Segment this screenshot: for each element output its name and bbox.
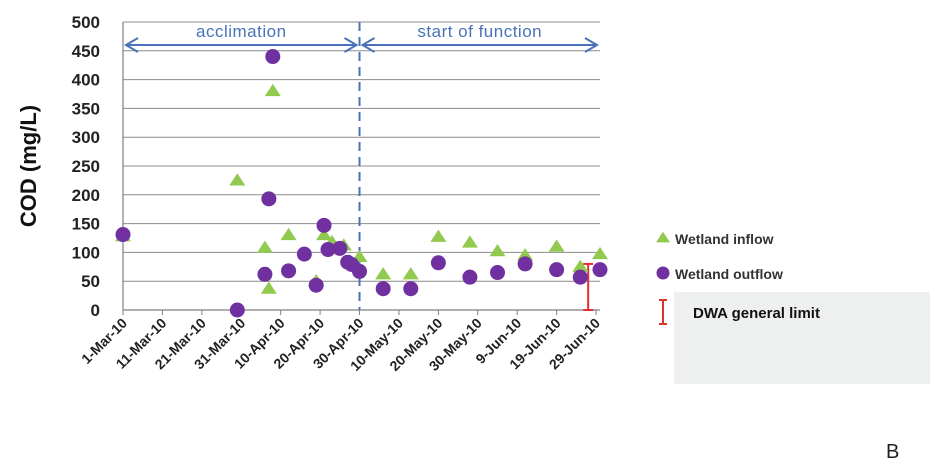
legend-inflow-label: Wetland inflow bbox=[675, 231, 774, 247]
outflow-point bbox=[462, 269, 478, 285]
phase-arrowhead-left bbox=[124, 37, 139, 53]
y-tick-label: 50 bbox=[81, 272, 100, 291]
inflow-point bbox=[461, 235, 478, 248]
inflow-point bbox=[402, 267, 419, 280]
inflow-point bbox=[430, 229, 447, 242]
y-tick-label: 100 bbox=[72, 243, 100, 262]
outflow-point bbox=[308, 277, 324, 293]
outflow-point bbox=[261, 191, 277, 207]
inflow-point bbox=[316, 227, 333, 241]
outflow-point bbox=[265, 49, 281, 65]
y-tick-label: 200 bbox=[72, 186, 100, 205]
inflow-point bbox=[229, 173, 246, 186]
phase-label-1: start of function bbox=[417, 22, 542, 41]
axes: 0 50 100 150 200 250 300 350 400 450 500 COD (mg/L)… bbox=[16, 13, 603, 374]
data-points bbox=[115, 49, 608, 318]
y-tick-label: 450 bbox=[72, 42, 100, 61]
phase-arrowhead-right bbox=[344, 37, 359, 53]
outflow-point bbox=[316, 217, 332, 233]
legend-inflow-marker bbox=[656, 231, 670, 243]
legend: Wetland inflow Wetland outflow DWA general… bbox=[656, 231, 930, 460]
legend-outflow-label: Wetland outflow bbox=[675, 266, 783, 282]
inflow-point bbox=[256, 240, 273, 253]
outflow-point bbox=[332, 240, 348, 256]
outflow-point bbox=[296, 246, 312, 262]
panel-label: B bbox=[886, 441, 899, 460]
y-tick-label: 350 bbox=[72, 99, 100, 118]
inflow-point bbox=[375, 267, 392, 280]
phase-label-0: acclimation bbox=[196, 22, 287, 41]
outflow-point bbox=[352, 263, 368, 279]
outflow-point bbox=[257, 266, 273, 282]
inflow-point bbox=[517, 248, 534, 261]
y-tick-label: 0 bbox=[91, 301, 100, 320]
gridlines bbox=[123, 21, 600, 282]
outflow-point bbox=[375, 281, 391, 297]
outflow-point bbox=[115, 227, 131, 243]
outflow-point bbox=[320, 242, 336, 258]
outflow-point bbox=[281, 263, 297, 279]
dwa-limit bbox=[583, 262, 594, 311]
y-tick-label: 150 bbox=[72, 215, 100, 234]
legend-outflow-marker bbox=[656, 266, 670, 280]
outflow-point bbox=[549, 262, 565, 278]
inflow-point bbox=[548, 239, 565, 252]
inflow-point bbox=[260, 281, 277, 294]
phase-arrowhead-right bbox=[584, 37, 599, 53]
inflow-point bbox=[572, 259, 589, 272]
outflow-point bbox=[403, 281, 419, 297]
outflow-point bbox=[517, 256, 533, 272]
dwa-limit-box bbox=[674, 292, 930, 384]
inflow-point bbox=[592, 246, 608, 260]
outflow-point bbox=[592, 262, 608, 278]
outflow-point bbox=[430, 255, 446, 271]
legend-limit-label: DWA general limit bbox=[693, 305, 820, 322]
outflow-point bbox=[229, 302, 245, 318]
inflow-point bbox=[264, 83, 281, 97]
inflow-point bbox=[280, 227, 297, 241]
y-tick-label: 300 bbox=[72, 128, 100, 147]
y-tick-label: 500 bbox=[72, 13, 100, 32]
inflow-point bbox=[489, 244, 506, 257]
y-axis-label: COD (mg/L) bbox=[16, 105, 41, 227]
phase-arrowhead-left bbox=[360, 37, 376, 53]
y-tick-label: 400 bbox=[72, 71, 100, 90]
y-tick-label: 250 bbox=[72, 157, 100, 176]
outflow-point bbox=[490, 265, 506, 281]
outflow-point bbox=[572, 269, 588, 285]
